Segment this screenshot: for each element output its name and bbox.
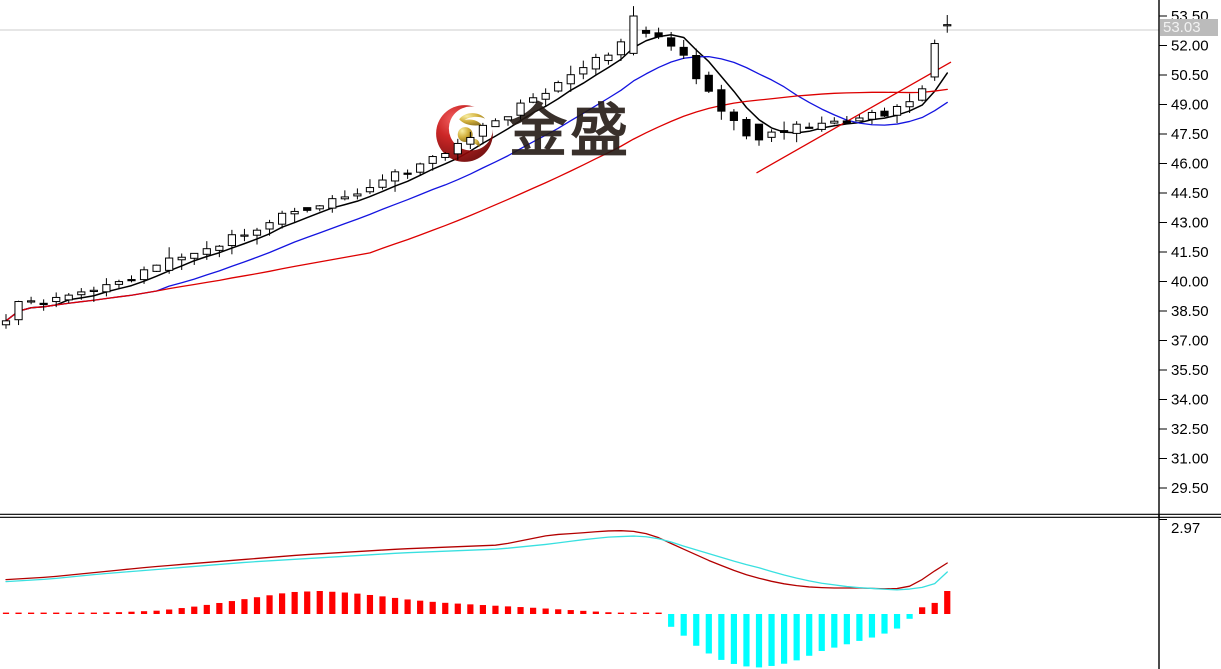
svg-text:44.50: 44.50 (1171, 185, 1209, 202)
svg-text:46.00: 46.00 (1171, 156, 1209, 173)
svg-text:38.50: 38.50 (1171, 303, 1209, 320)
svg-text:2.97: 2.97 (1171, 520, 1200, 537)
svg-text:盛: 盛 (570, 99, 628, 164)
svg-text:37.00: 37.00 (1171, 333, 1209, 350)
svg-text:41.50: 41.50 (1171, 244, 1209, 261)
svg-text:47.50: 47.50 (1171, 126, 1209, 143)
svg-text:49.00: 49.00 (1171, 97, 1209, 114)
svg-text:34.00: 34.00 (1171, 392, 1209, 409)
svg-text:35.50: 35.50 (1171, 362, 1209, 379)
svg-text:40.00: 40.00 (1171, 274, 1209, 291)
svg-text:32.50: 32.50 (1171, 421, 1209, 438)
svg-text:29.50: 29.50 (1171, 480, 1209, 497)
svg-text:52.00: 52.00 (1171, 38, 1209, 55)
svg-text:50.50: 50.50 (1171, 67, 1209, 84)
svg-text:43.00: 43.00 (1171, 215, 1209, 232)
svg-text:31.00: 31.00 (1171, 451, 1209, 468)
svg-text:53.03: 53.03 (1163, 19, 1201, 36)
